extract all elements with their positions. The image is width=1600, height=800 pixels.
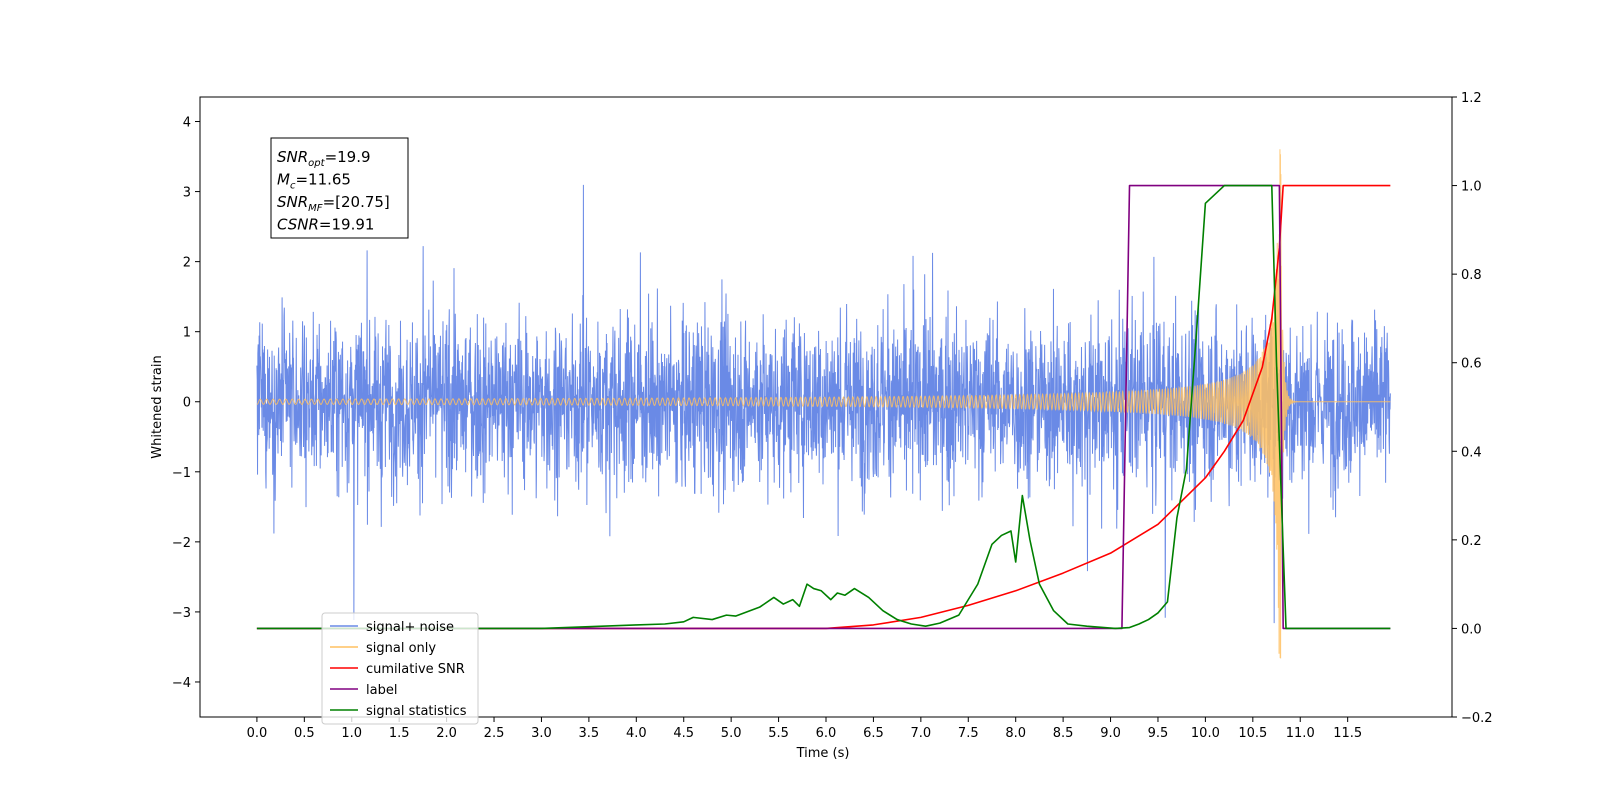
x-tick-label: 1.5	[389, 726, 410, 741]
x-tick-label: 8.5	[1053, 726, 1074, 741]
legend-label: signal+ noise	[366, 620, 454, 635]
y-tick-label: −2	[172, 536, 191, 551]
x-tick-label: 4.5	[673, 726, 694, 741]
legend-label: cumilative SNR	[366, 662, 465, 677]
x-tick-label: 11.0	[1286, 726, 1315, 741]
annotation-line: CSNR=19.91	[277, 216, 374, 234]
y2-tick-label: 0.4	[1461, 445, 1482, 460]
legend: signal+ noise signal only cumilative SNR la…	[321, 612, 479, 725]
y-tick-label: 1	[183, 326, 191, 341]
y2-tick-label: 0.8	[1461, 268, 1482, 283]
x-axis: 0.0 0.5 1.0 1.5 2.0 2.5 3.0 3.5 4.0 4.5 5.0 5.5 6.0 6…	[247, 717, 1362, 741]
x-tick-label: 7.5	[958, 726, 979, 741]
x-tick-label: 5.0	[721, 726, 742, 741]
x-tick-label: 8.0	[1005, 726, 1026, 741]
legend-frame	[321, 612, 479, 725]
x-tick-label: 1.0	[341, 726, 362, 741]
x-tick-label: 2.5	[484, 726, 505, 741]
y-tick-label: 3	[183, 186, 191, 201]
legend-label: signal statistics	[366, 704, 467, 719]
annotation-symbol: CSNR	[277, 216, 319, 234]
annotation-line: SNRopt=19.9	[277, 148, 371, 169]
x-tick-label: 0.5	[294, 726, 315, 741]
x-tick-label: 3.0	[531, 726, 552, 741]
series-signal-noise-line	[256, 184, 1391, 624]
annotation-symbol: M	[277, 171, 290, 189]
annotation-symbol: SNR	[277, 148, 308, 166]
x-tick-label: 6.5	[863, 726, 884, 741]
y-tick-label: −3	[172, 606, 191, 621]
annotation-box: SNRopt=19.9Mc=11.65SNRMF=[20.75]CSNR=19.…	[270, 137, 409, 239]
x-tick-label: 11.5	[1333, 726, 1362, 741]
x-tick-label: 2.0	[436, 726, 457, 741]
annotation-subscript: opt	[308, 158, 325, 169]
annotation-frame	[270, 137, 409, 239]
annotation-value: =11.65	[295, 171, 351, 189]
annotation-subscript: MF	[308, 203, 323, 214]
y2-tick-label: 0.6	[1461, 357, 1482, 372]
annotation-subscript: c	[290, 181, 296, 192]
annotation-line: SNRMF=[20.75]	[277, 193, 390, 214]
x-tick-label: 5.5	[768, 726, 789, 741]
x-tick-label: 3.5	[579, 726, 600, 741]
annotation-value: =19.91	[319, 216, 375, 234]
series-signal-only-line	[256, 149, 1391, 659]
y-tick-label: −1	[172, 466, 191, 481]
y-tick-label: 4	[183, 116, 191, 131]
y-tick-label: −4	[172, 676, 191, 691]
x-axis-label: Time (s)	[796, 746, 850, 761]
annotation-line: Mc=11.65	[277, 171, 351, 192]
x-tick-label: 4.0	[626, 726, 647, 741]
x-tick-label: 0.0	[247, 726, 268, 741]
y-axis-label: Whitened strain	[150, 355, 165, 458]
x-tick-label: 9.5	[1148, 726, 1169, 741]
x-tick-label: 7.0	[911, 726, 932, 741]
x-tick-label: 9.0	[1100, 726, 1121, 741]
annotation-value: =[20.75]	[323, 193, 390, 211]
legend-label: signal only	[366, 641, 436, 656]
y2-tick-label: −0.2	[1461, 711, 1493, 726]
y-tick-label: 0	[183, 396, 191, 411]
y2-tick-label: 1.0	[1461, 180, 1482, 195]
series-signal-statistics-line	[256, 184, 1391, 630]
y2-tick-label: 0.2	[1461, 534, 1482, 549]
annotation-value: =19.9	[325, 148, 371, 166]
plot-area	[256, 149, 1391, 659]
x-tick-label: 10.0	[1191, 726, 1220, 741]
y2-tick-label: 0.0	[1461, 622, 1482, 637]
y2-tick-label: 1.2	[1461, 91, 1482, 106]
x-tick-label: 6.0	[816, 726, 837, 741]
y-tick-label: 2	[183, 256, 191, 271]
x-tick-label: 10.5	[1238, 726, 1267, 741]
y-axis-left: 4 3 2 1 0 −1 −2 −3 −4	[172, 116, 200, 691]
y-axis-right: 1.2 1.0 0.8 0.6 0.4 0.2 0.0 −0.2	[1452, 91, 1493, 726]
annotation-symbol: SNR	[277, 193, 308, 211]
legend-label: label	[366, 683, 397, 698]
